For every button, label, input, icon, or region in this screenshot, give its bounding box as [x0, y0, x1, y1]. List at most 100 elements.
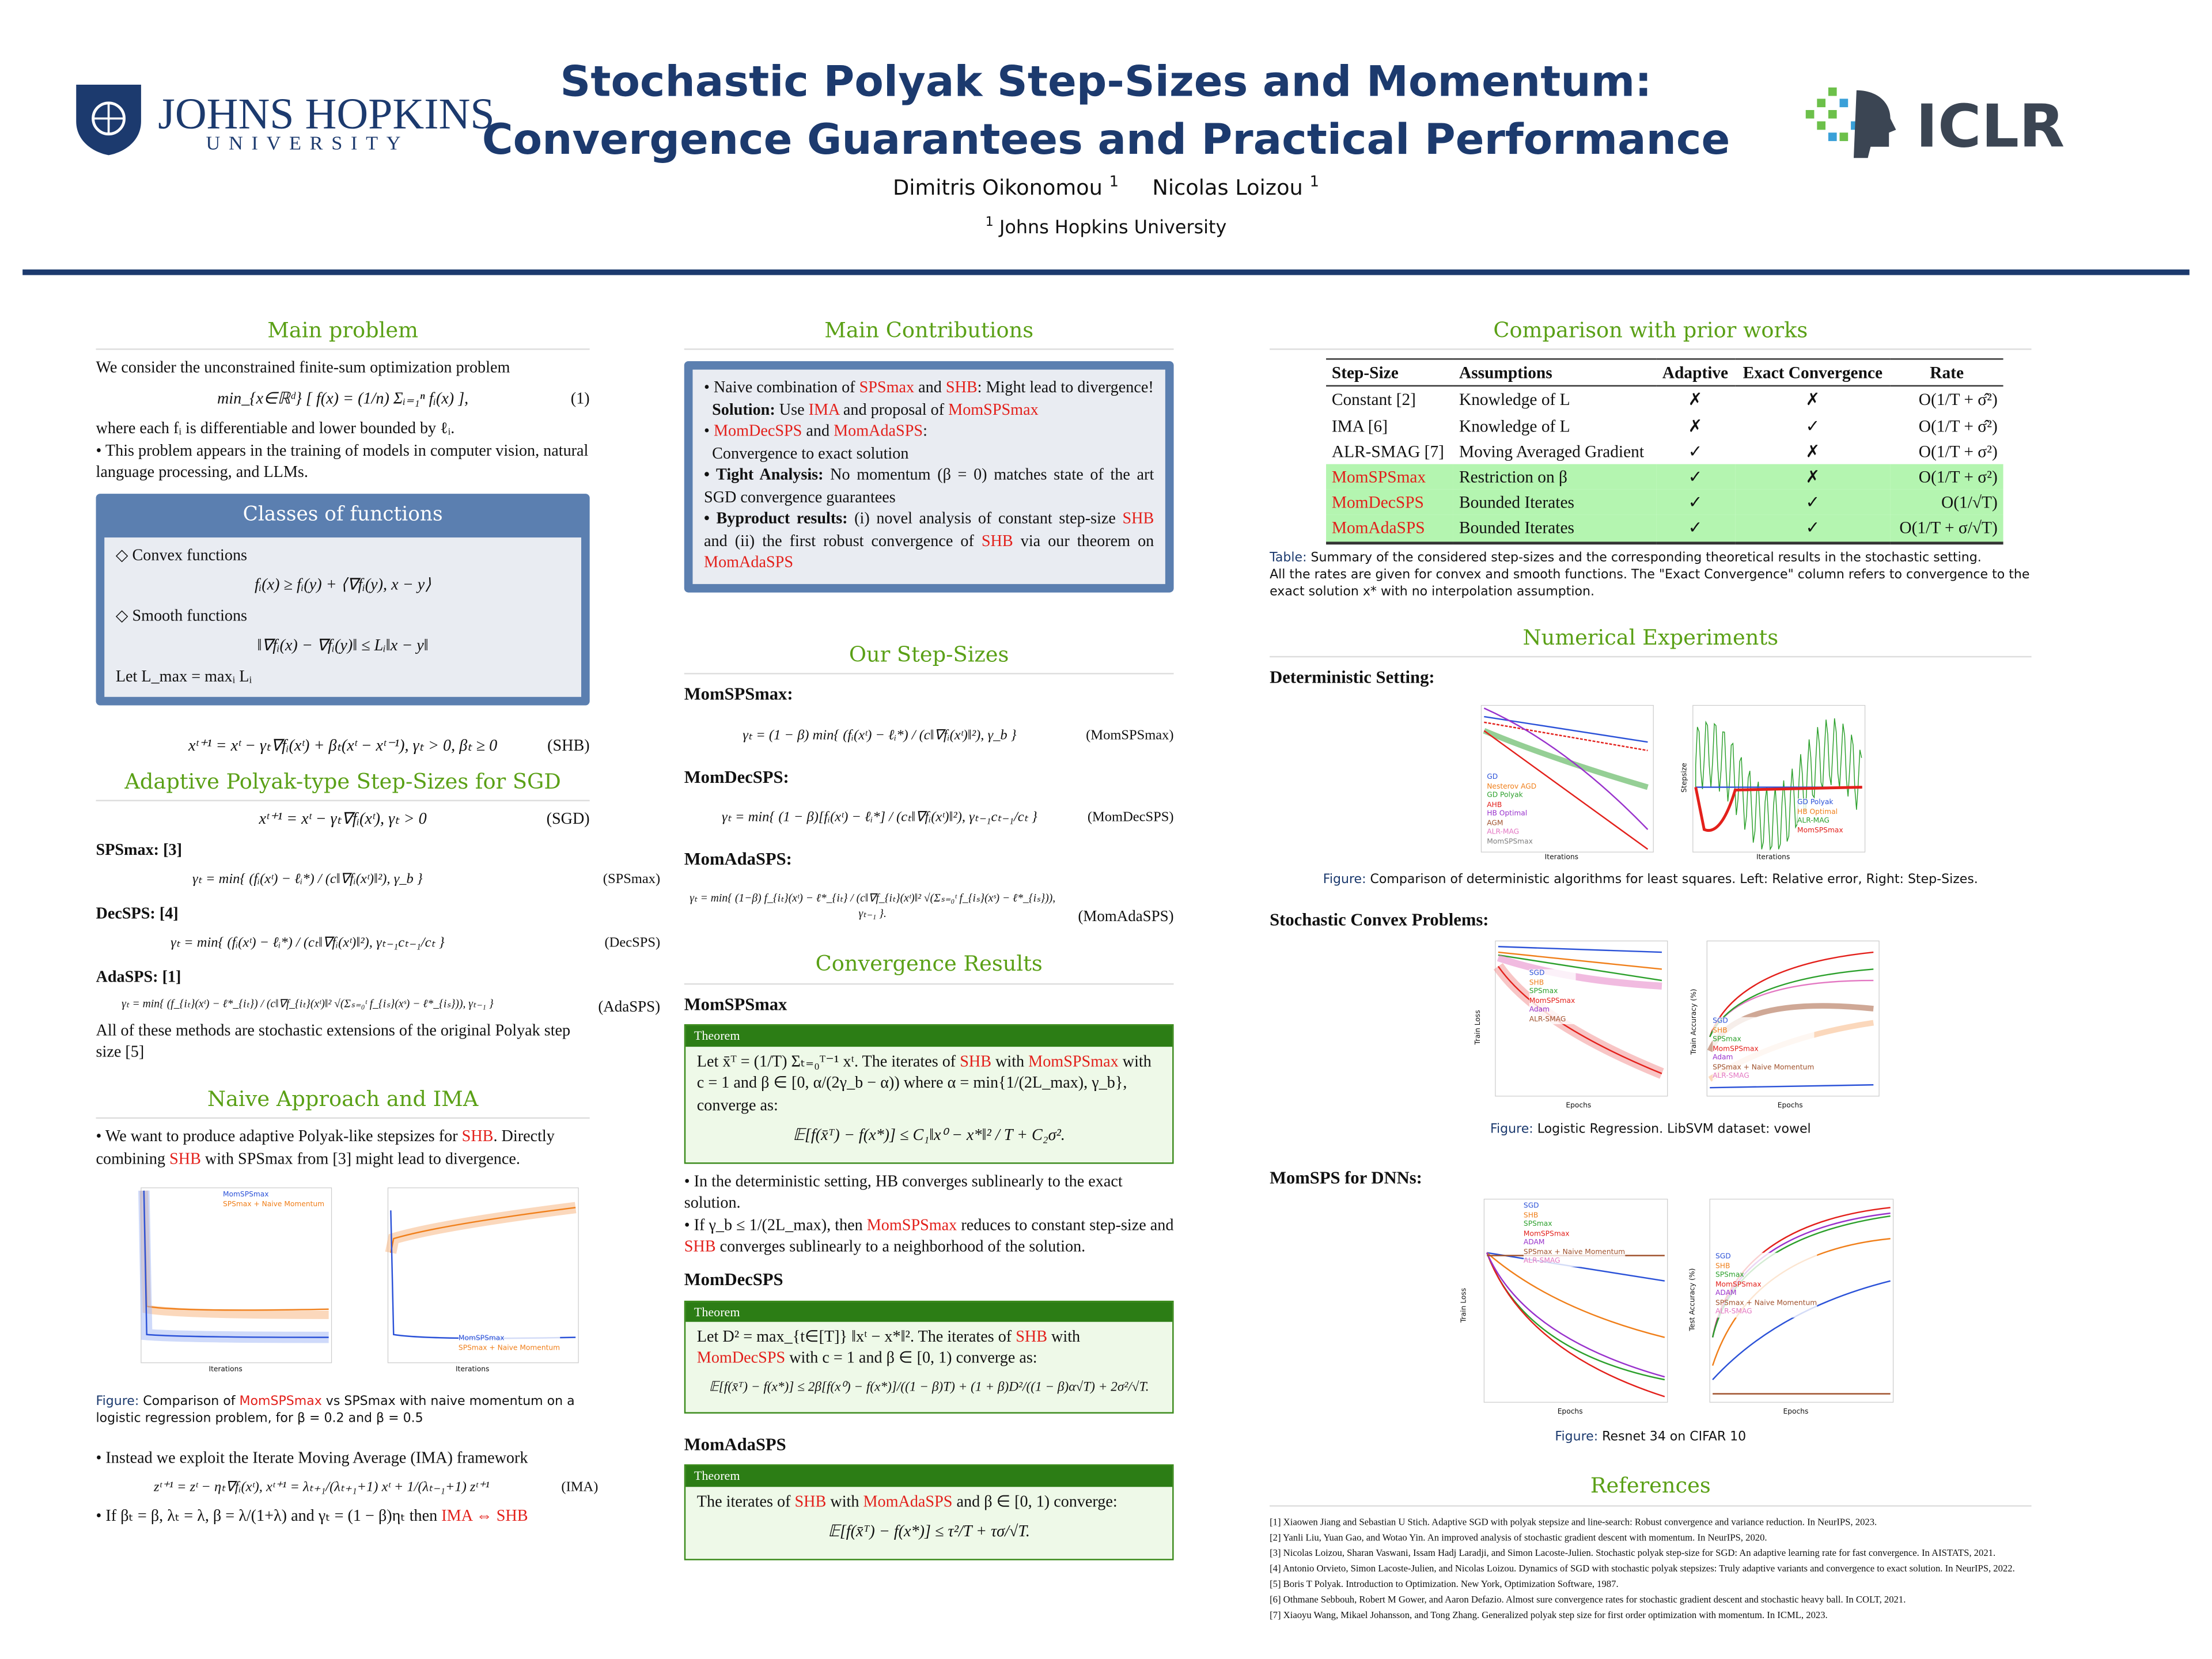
y-axis-label: Stepsize — [1680, 763, 1690, 793]
section-main-problem: Main problem — [96, 316, 590, 350]
iclr-head-icon — [1805, 87, 1896, 158]
legend-item: ALR-SMAG — [1529, 1015, 1566, 1024]
sto-caption: Figure: Logistic Regression. LibSVM data… — [1270, 1122, 2031, 1139]
legend-item: SGD — [1715, 1253, 1731, 1262]
title-line-1: Stochastic Polyak Step-Sizes and Momentu… — [560, 58, 1652, 108]
cell-exact: ✓ — [1805, 493, 1820, 513]
eq-text: γₜ = min{ (1 − β)[fᵢ(xᵗ) − ℓᵢ*] / (cₜ‖∇f… — [722, 810, 1037, 826]
theorem-momdecsps: Theorem Let D² = max_{t∈[T]} ‖xᵗ − x*‖².… — [684, 1300, 1174, 1413]
cell-adaptive: ✓ — [1688, 518, 1703, 538]
iclr-logo-text: ICLR — [1915, 92, 2065, 161]
legend-item: MomSPSmax — [1523, 1229, 1570, 1238]
t: The iterates of — [696, 1493, 795, 1510]
t: Convergence to exact solution — [712, 445, 909, 463]
main-problem-bullet: • This problem appears in the training o… — [96, 442, 589, 482]
table-row: MomAdaSPS Bounded Iterates ✓ ✓ O(1/T + σ/√T) — [1326, 515, 2003, 543]
author-1-affil: 1 — [1109, 173, 1119, 191]
legend-item: SPSmax — [1715, 1271, 1744, 1280]
table-body: Constant [2] Knowledge of L ✗ ✗ O(1/T + σ̂²)… — [1326, 387, 2003, 543]
cell-name: ALR-SMAG [7] — [1331, 441, 1444, 461]
eq-text: zᵗ⁺¹ = zᵗ − ηₜ∇fᵢ(xᵗ), xᵗ⁺¹ = λₜ₊₁/(λₜ₊₁… — [153, 1480, 490, 1496]
theorem-eq: 𝔼[f(x̄ᵀ) − f(x*)] ≤ 2β[f(x⁰) − f(x*)]/((… — [709, 1381, 1149, 1395]
t: SHB — [981, 533, 1013, 550]
stochastic-title: Stochastic Convex Problems: — [1270, 910, 1489, 930]
x-axis-label: Iterations — [209, 1366, 243, 1376]
section-experiments: Numerical Experiments — [1270, 623, 2032, 658]
eq-tag: (1) — [570, 390, 590, 408]
legend-item: SPSmax — [1529, 987, 1558, 997]
x-axis-label: Epochs — [1566, 1101, 1592, 1111]
t: • We want to produce adaptive Polyak-lik… — [96, 1128, 462, 1146]
table-row: ALR-SMAG [7] Moving Averaged Gradient ✓ ✗ O(… — [1326, 438, 2003, 464]
comparison-table: Step-Size Assumptions Adaptive Exact Conver… — [1326, 358, 2003, 544]
t: Figure: — [96, 1395, 139, 1410]
t: IMA — [808, 402, 839, 419]
t: with SPSmax from [3] might lead to diver… — [200, 1150, 520, 1168]
contrib-4: • Byproduct results: (i) novel analysis … — [704, 510, 1154, 575]
t: Figure: — [1323, 873, 1366, 888]
naive-p2: • Instead we exploit the Iterate Moving … — [96, 1449, 528, 1467]
t: Resnet 34 on CIFAR 10 — [1598, 1430, 1747, 1445]
t: • If βₜ = β, λₜ = λ, β = λ/(1+λ) and γₜ … — [96, 1507, 442, 1525]
section-stepsizes: Our Step-Sizes — [684, 641, 1174, 675]
t: • Naive combination of — [704, 380, 859, 397]
naive-plot-right: MomSPSmax SPSmax + Naive Momentum Iterati… — [371, 1182, 583, 1380]
convex-eq: fᵢ(x) ≥ fᵢ(y) + ⟨∇fᵢ(y), x − y⟩ — [254, 577, 431, 594]
author-2-affil: 1 — [1309, 173, 1319, 191]
header-divider — [22, 269, 2190, 275]
spsmax-label: SPSmax: [3] — [96, 842, 182, 859]
t: Use — [775, 402, 809, 419]
smooth-eq: ‖∇fᵢ(x) − ∇fᵢ(y)‖ ≤ Lᵢ‖x − y‖ — [257, 638, 429, 655]
legend-item: ALR-MAG — [1487, 828, 1520, 837]
cell-adaptive: ✓ — [1688, 441, 1703, 461]
column-2: Main Contributions • Naive combination o… — [684, 310, 1174, 1569]
section-references: References — [1270, 1472, 2032, 1506]
t: Let D² = max_{t∈[T]} ‖xᵗ − x*‖². The ite… — [696, 1328, 1016, 1346]
legend-item: SPSmax — [1523, 1220, 1552, 1229]
t: and — [914, 380, 946, 397]
title-line-2: Convergence Guarantees and Practical Per… — [482, 115, 1730, 165]
section-adaptive: Adaptive Polyak-type Step-Sizes for SGD — [96, 767, 590, 802]
cell-name: Constant [2] — [1331, 389, 1416, 410]
t: Summary of the considered step-sizes and… — [1306, 551, 1982, 565]
t: All the rates are given for convex and s… — [1270, 568, 2030, 600]
t: with c = 1 and β ∈ [0, 1) converge as: — [785, 1350, 1037, 1368]
sto-plot-left: SGD SHB SPSmax MomSPSmax Adam ALR-SMAG Epochs… — [1474, 938, 1672, 1115]
t: MomAdaSPS — [834, 423, 923, 441]
x-axis-label: Iterations — [1544, 853, 1579, 863]
t: SHB — [945, 380, 978, 397]
cell-exact: ✓ — [1805, 415, 1820, 435]
classes-box: Classes of functions ◇ Convex functions … — [96, 493, 590, 706]
cell-name: MomSPSmax — [1331, 467, 1426, 487]
t: and proposal of — [839, 402, 949, 419]
legend-item: ADAM — [1715, 1289, 1737, 1298]
legend-item: SPSmax + Naive Momentum — [1523, 1248, 1626, 1257]
t: SHB — [960, 1053, 991, 1070]
section-convergence: Convergence Results — [684, 950, 1174, 984]
theorem-label: Theorem — [685, 1466, 1173, 1487]
deterministic-figure: GD Nesterov AGD GD Polyak AHB HB Optimal AGM A… — [1270, 696, 2031, 872]
eq-text: xᵗ⁺¹ = xᵗ − γₜ∇fᵢ(xᵗ), γₜ > 0 — [259, 811, 427, 828]
t: SHB — [461, 1128, 494, 1146]
t: IMA ⇔ SHB — [441, 1507, 528, 1525]
t: Let x̄ᵀ = (1/T) Σₜ₌₀ᵀ⁻¹ xᵗ. The iterates… — [696, 1053, 960, 1070]
column-header: Adaptive — [1662, 363, 1729, 383]
column-header: Assumptions — [1459, 363, 1552, 383]
y-axis-label: Train Loss — [1460, 1288, 1469, 1323]
x-axis-label: Epochs — [1783, 1408, 1809, 1418]
cell-rate: O(1/T + σ²) — [1918, 467, 1998, 487]
legend-item: ALR-SMAG — [1715, 1308, 1752, 1317]
t: Solution: — [712, 402, 775, 419]
t: vs SPSmax with naive momentum on a logis… — [96, 1395, 575, 1427]
cell-adaptive: ✓ — [1688, 493, 1703, 513]
legend-item: ALR-MAG — [1797, 817, 1830, 825]
reference-item: [5] Boris T Polyak. Introduction to Opti… — [1270, 1579, 1619, 1589]
shb-equation: xᵗ⁺¹ = xᵗ − γₜ∇fᵢ(xᵗ) + βₜ(xᵗ − xᵗ⁻¹), γ… — [96, 737, 590, 759]
eq-tag: (SHB) — [547, 738, 590, 755]
adasps-equation: γₜ = min{ (f_{iₜ}(xᵗ) − ℓ*_{iₜ}) / (c‖∇f… — [96, 998, 660, 1016]
contributions-box: • Naive combination of SPSmax and SHB: M… — [684, 361, 1174, 593]
stochastic-figure: SGD SHB SPSmax MomSPSmax Adam ALR-SMAG Epochs… — [1270, 938, 2031, 1122]
legend-item: SPSmax + Naive Momentum — [1715, 1298, 1817, 1308]
cell-name: IMA [6] — [1331, 415, 1388, 435]
